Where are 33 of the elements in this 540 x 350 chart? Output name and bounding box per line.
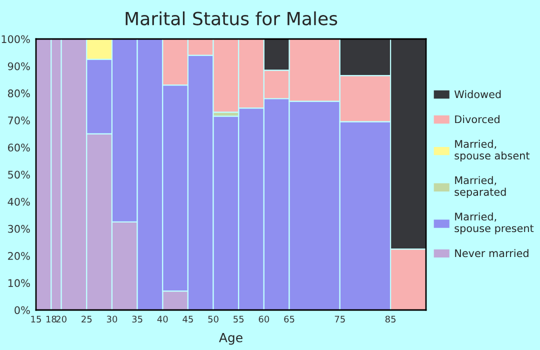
y-tick-label: 40% bbox=[8, 198, 30, 206]
legend-label: Divorced bbox=[455, 115, 500, 124]
x-tick-label: 25 bbox=[82, 316, 92, 323]
x-axis-title: Age bbox=[219, 333, 242, 345]
y-tick-label: 60% bbox=[8, 144, 30, 152]
x-tick-label: 20 bbox=[56, 316, 66, 323]
y-tick-label: 10% bbox=[8, 279, 30, 288]
x-tick-label: 45 bbox=[182, 316, 193, 323]
y-tick-label: 100% bbox=[2, 35, 30, 44]
y-tick-label: 80% bbox=[8, 89, 30, 98]
y-tick-label: 0% bbox=[14, 306, 30, 314]
legend-label: Married, spouse absent bbox=[454, 140, 530, 162]
x-tick-label: 65 bbox=[284, 316, 294, 323]
legend-label: Married, spouse present bbox=[454, 212, 534, 234]
x-tick-label: 85 bbox=[385, 316, 396, 323]
chart-title: Marital Status for Males bbox=[126, 11, 338, 26]
x-tick-label: 30 bbox=[106, 316, 118, 323]
y-tick-label: 20% bbox=[8, 252, 30, 260]
x-tick-label: 40 bbox=[157, 316, 168, 323]
legend-label: Never married bbox=[455, 249, 528, 258]
y-tick-label: 50% bbox=[8, 170, 30, 179]
x-tick-label: 60 bbox=[258, 316, 270, 323]
y-tick-label: 30% bbox=[8, 224, 30, 233]
x-tick-label: 50 bbox=[208, 316, 218, 323]
x-tick-label: 55 bbox=[234, 316, 244, 323]
x-tick-label: 15 bbox=[31, 316, 41, 323]
x-tick-label: 35 bbox=[132, 316, 142, 323]
y-tick-label: 70% bbox=[8, 116, 30, 124]
y-tick-label: 90% bbox=[8, 62, 30, 70]
legend-label: Married, separated bbox=[454, 176, 506, 198]
x-tick-label: 75 bbox=[334, 316, 345, 323]
legend-label: Widowed bbox=[454, 90, 501, 98]
x-tick-label: 18 bbox=[46, 316, 56, 323]
